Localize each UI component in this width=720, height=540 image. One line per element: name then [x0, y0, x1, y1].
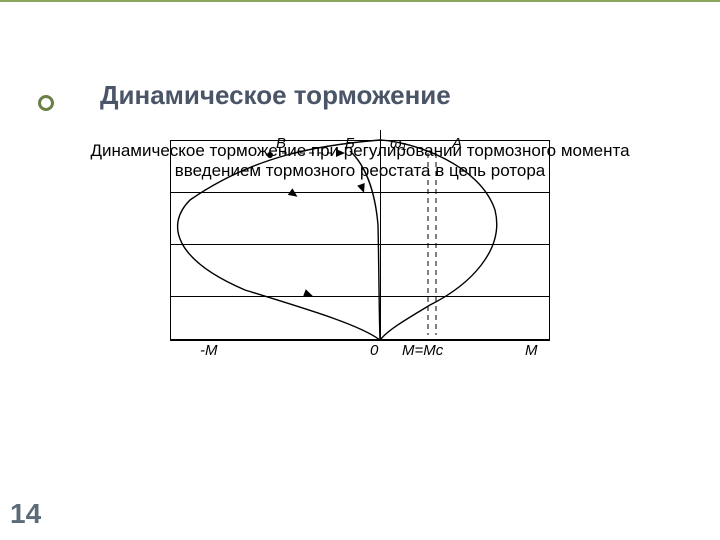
- point-b-marker: [267, 152, 273, 158]
- chart-svg: [170, 140, 550, 360]
- grid-line-h: [170, 244, 550, 245]
- chart-label: -М: [200, 342, 218, 359]
- chart-label: А: [452, 135, 462, 152]
- grid-line-h: [170, 140, 550, 141]
- grid-line-h: [170, 340, 550, 341]
- chart-label: М=Мс: [402, 342, 443, 359]
- top-rule: [0, 0, 720, 2]
- diagram: ВБω₁А-М0М=МсМ: [170, 140, 550, 350]
- slide-title: Динамическое торможение: [100, 80, 660, 111]
- chart-label: М: [525, 342, 538, 359]
- chart-label: Б: [345, 135, 355, 152]
- page-number: 14: [10, 498, 41, 530]
- slide-root: Динамическое торможение ВБω₁А-М0М=МсМ Ди…: [0, 0, 720, 540]
- y-axis: [380, 130, 381, 340]
- title-bullet-icon: [38, 95, 54, 111]
- chart-label: 0: [370, 342, 378, 359]
- chart-label: В: [276, 135, 286, 152]
- chart-label: ω₁: [390, 135, 406, 152]
- grid-line-h: [170, 296, 550, 297]
- grid-line-h: [170, 192, 550, 193]
